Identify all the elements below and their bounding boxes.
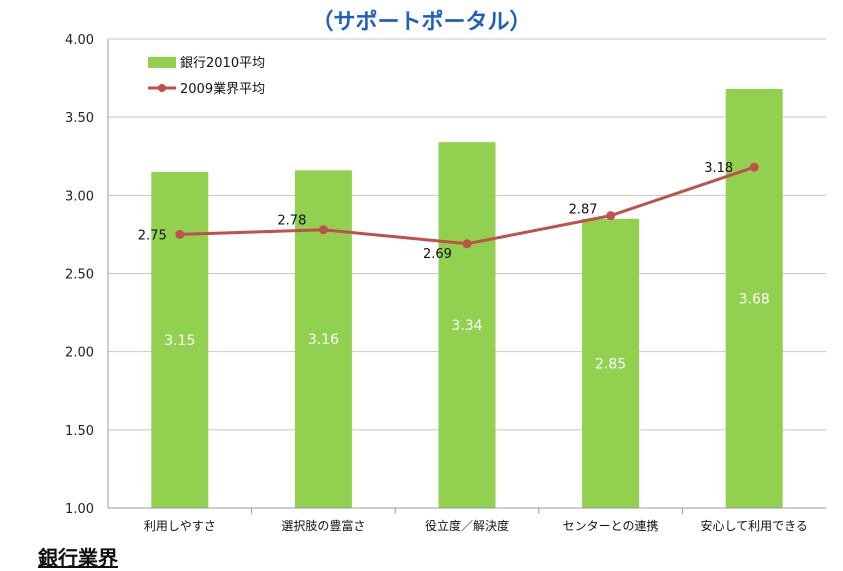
y-axis: 1.00 1.50 2.00 2.50 3.00 3.50 4.00 [65,33,109,517]
line-series: 2.75 2.78 2.69 2.87 3.18 [138,161,759,262]
line-value-label: 3.18 [704,161,733,176]
legend-swatch-bar [148,57,176,68]
line-point [749,162,759,172]
chart-title: （サポートポータル） [311,10,532,35]
y-tick-label: 2.00 [65,346,94,361]
y-tick-label: 1.00 [65,502,94,517]
bar [582,218,640,509]
line-point [606,211,616,221]
y-tick-label: 3.00 [65,189,94,204]
line-value-label: 2.69 [423,247,452,262]
legend-label-bar: 銀行2010平均 [180,56,265,71]
line-value-label: 2.87 [569,203,598,218]
legend-label-line: 2009業界平均 [180,81,265,97]
x-category-label: 利用しやすさ [144,519,216,533]
legend-swatch-marker [158,84,166,92]
footer-label: 銀行業界 [38,546,118,570]
line-point [462,239,472,249]
bar-value-label: 2.85 [595,356,626,372]
line-point [175,229,185,239]
bar [725,89,783,508]
legend: 銀行2010平均 2009業界平均 [148,56,265,97]
line-point [318,225,328,235]
y-tick-label: 2.50 [65,268,94,283]
x-category-label: 役立度／解決度 [425,518,509,533]
bar-value-label: 3.68 [739,292,770,308]
bar-value-label: 3.16 [308,332,339,348]
bar-value-label: 3.34 [451,318,482,334]
y-tick-label: 3.50 [65,111,94,126]
y-tick-label: 1.50 [65,424,94,439]
bar [151,171,209,508]
bar-series: 3.15 3.16 3.34 2.85 3.68 [151,89,783,509]
x-category-label: 安心して利用できる [700,518,807,533]
line-value-label: 2.75 [138,228,167,243]
x-axis: 利用しやすさ 選択肢の豊富さ 役立度／解決度 センターとの連携 安心して利用できる [108,507,826,533]
line-value-label: 2.78 [277,214,306,229]
x-category-label: 選択肢の豊富さ [281,518,365,533]
bar [438,142,496,508]
y-tick-label: 4.00 [65,33,94,48]
x-category-label: センターとの連携 [563,518,659,533]
bar-value-label: 3.15 [164,333,195,349]
